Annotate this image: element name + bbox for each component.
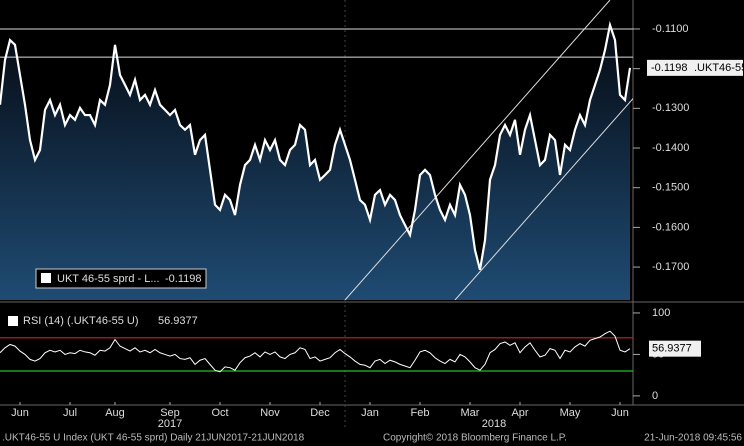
year-label: 2017 bbox=[158, 418, 182, 430]
x-tick-label: Aug bbox=[105, 407, 125, 419]
rsi-value: 56.9377 bbox=[652, 343, 692, 355]
x-tick-label: Feb bbox=[411, 407, 430, 419]
line bbox=[0, 20, 632, 271]
rsi-line bbox=[0, 330, 631, 373]
footer-left: .UKT46-55 U Index (UKT 46-55 sprd) Daily… bbox=[2, 433, 305, 444]
x-tick-label: Jul bbox=[63, 407, 77, 419]
footer-right: 21-Jun-2018 09:45:56 bbox=[644, 433, 742, 444]
rsi-legend-label: RSI (14) (.UKT46-55 U) bbox=[23, 315, 139, 327]
last-value-box bbox=[647, 59, 743, 76]
year-label: 2018 bbox=[482, 418, 506, 430]
legend-value: -0.1198 bbox=[165, 273, 202, 285]
annotations bbox=[0, 0, 633, 300]
rsi-legend-value: 56.9377 bbox=[158, 315, 198, 327]
y-tick-label: 0 bbox=[652, 390, 658, 402]
y-tick-label: -0.1600 bbox=[652, 221, 689, 233]
x-tick-label: Sep bbox=[160, 407, 180, 419]
x-tick-label: May bbox=[560, 407, 581, 419]
y-tick-label: -0.1400 bbox=[652, 142, 689, 154]
y-tick-label: 100 bbox=[652, 307, 670, 319]
legend-swatch bbox=[41, 273, 51, 283]
ticker: .UKT46-55 bbox=[694, 62, 744, 74]
last-value: -0.1198 bbox=[651, 62, 688, 74]
x-tick-label: Apr bbox=[511, 407, 528, 419]
trend-line bbox=[344, 0, 611, 300]
rsi-legend-swatch bbox=[8, 316, 18, 326]
x-tick-label: Jan bbox=[361, 407, 379, 419]
rsi-value-box bbox=[649, 340, 701, 357]
y-tick-label: -0.1300 bbox=[652, 102, 689, 114]
x-tick-label: Dec bbox=[310, 407, 330, 419]
x-tick-label: Nov bbox=[260, 407, 280, 419]
legend-label: UKT 46-55 sprd - L... bbox=[57, 273, 160, 285]
y-tick-label: -0.1700 bbox=[652, 261, 689, 273]
x-tick-label: Jun bbox=[611, 407, 629, 419]
legend-box bbox=[35, 268, 207, 289]
y-tick-label: -0.1100 bbox=[652, 23, 689, 35]
x-tick-label: Mar bbox=[461, 407, 480, 419]
x-tick-label: Oct bbox=[211, 407, 228, 419]
trend-line bbox=[454, 97, 633, 300]
footer-center: Copyright© 2018 Bloomberg Finance L.P. bbox=[383, 433, 567, 444]
y-tick-label: -0.1500 bbox=[652, 182, 689, 194]
x-tick-label: Jun bbox=[11, 407, 29, 419]
